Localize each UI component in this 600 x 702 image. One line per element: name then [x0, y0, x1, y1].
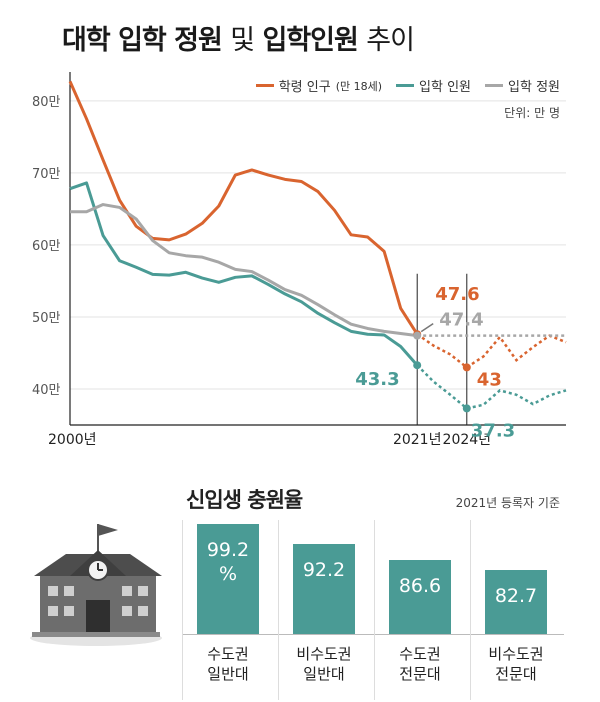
y-tick-label: 50만 [32, 311, 61, 326]
title-part-3: 입학인원 [262, 25, 359, 56]
title-part-1: 대학 입학 정원 [62, 25, 223, 56]
bar-label-1: 수도권 일반대 [207, 645, 249, 683]
annotation-label: 43.3 [355, 369, 399, 390]
bar-label-3: 수도권 전문대 [399, 645, 441, 683]
school-building-icon [30, 524, 162, 646]
y-tick-label: 80만 [32, 95, 61, 110]
bar-col-1: 99.2 % 수도권 일반대 [182, 520, 273, 700]
bar-chart-note: 2021년 등록자 기준 [455, 496, 560, 510]
legend-swatch-enrolled [396, 84, 415, 87]
x-tick-label: 2024년 [443, 432, 492, 448]
legend-swatch-quota [485, 84, 504, 87]
annotation-dot [413, 361, 422, 370]
x-tick-label: 2000년 [48, 432, 97, 448]
x-tick-label: 2021년 [393, 432, 442, 448]
page-title: 대학 입학 정원 및 입학인원 추이 [62, 18, 415, 57]
title-part-2: 및 [230, 25, 255, 56]
annotation-dot [462, 404, 471, 413]
bar-chart-baseline [182, 634, 564, 635]
legend-item-enrolled: 입학 인원 [396, 76, 471, 95]
school-age-line-projection [416, 333, 567, 369]
bar-col-2: 92.2 비수도권 일반대 [278, 520, 369, 700]
annotation-label: 43 [477, 369, 502, 390]
bar-label-4: 비수도권 전문대 [488, 645, 544, 683]
legend-label-enrolled: 입학 인원 [419, 80, 472, 95]
bar-value-4: 82.7 [494, 585, 538, 608]
bar-value-1: 99.2 % [206, 539, 250, 586]
y-tick-label: 70만 [32, 167, 61, 182]
y-tick-label: 40만 [32, 383, 61, 398]
enrolled-line-projection [416, 364, 567, 410]
legend-item-quota: 입학 정원 [485, 76, 560, 95]
bar-seoul-univ: 99.2 % [197, 524, 259, 634]
unit-label: 단위: 만 명 [504, 106, 560, 120]
annotation-label: 47.6 [435, 284, 479, 305]
bar-col-3: 86.6 수도권 전문대 [374, 520, 465, 700]
bar-value-2: 92.2 [302, 558, 346, 581]
legend-swatch-school-age [255, 84, 274, 87]
legend-label-quota: 입학 정원 [508, 80, 560, 95]
bar-col-4: 82.7 비수도권 전문대 [470, 520, 561, 700]
bar-nonseoul-univ: 92.2 [293, 543, 355, 634]
legend-item-school-age: 학령 인구 (만 18세) [255, 76, 383, 95]
title-part-4: 추이 [366, 25, 415, 56]
enrolled-line [69, 181, 419, 367]
annotation-label: 47.4 [439, 310, 483, 331]
bar-chart-title: 신입생 충원율 [186, 488, 303, 512]
annotation-dot [462, 363, 471, 372]
chart-legend: 학령 인구 (만 18세) 입학 인원 입학 정원 [255, 76, 560, 95]
bar-nonseoul-college: 82.7 [485, 570, 547, 634]
bar-label-2: 비수도권 일반대 [296, 645, 352, 683]
line-chart: 80만 70만 60만 50만 40만 2000년 2021년 2024년 47.6 47.4 43… [32, 72, 567, 448]
bar-chart: 99.2 % 수도권 일반대 92.2 비수도권 일반대 86.6 수도권 전문… [182, 520, 564, 700]
y-tick-label: 60만 [32, 239, 61, 254]
legend-sub-school-age: (만 18세) [335, 79, 383, 93]
legend-label-school-age: 학령 인구 [278, 80, 331, 95]
bar-seoul-college: 86.6 [389, 559, 451, 634]
annotation-leader [420, 323, 434, 333]
annotation-dot [413, 331, 422, 340]
bar-value-3: 86.6 [398, 574, 442, 597]
annotation-label: 37.3 [471, 420, 515, 441]
quota-line [70, 203, 418, 338]
